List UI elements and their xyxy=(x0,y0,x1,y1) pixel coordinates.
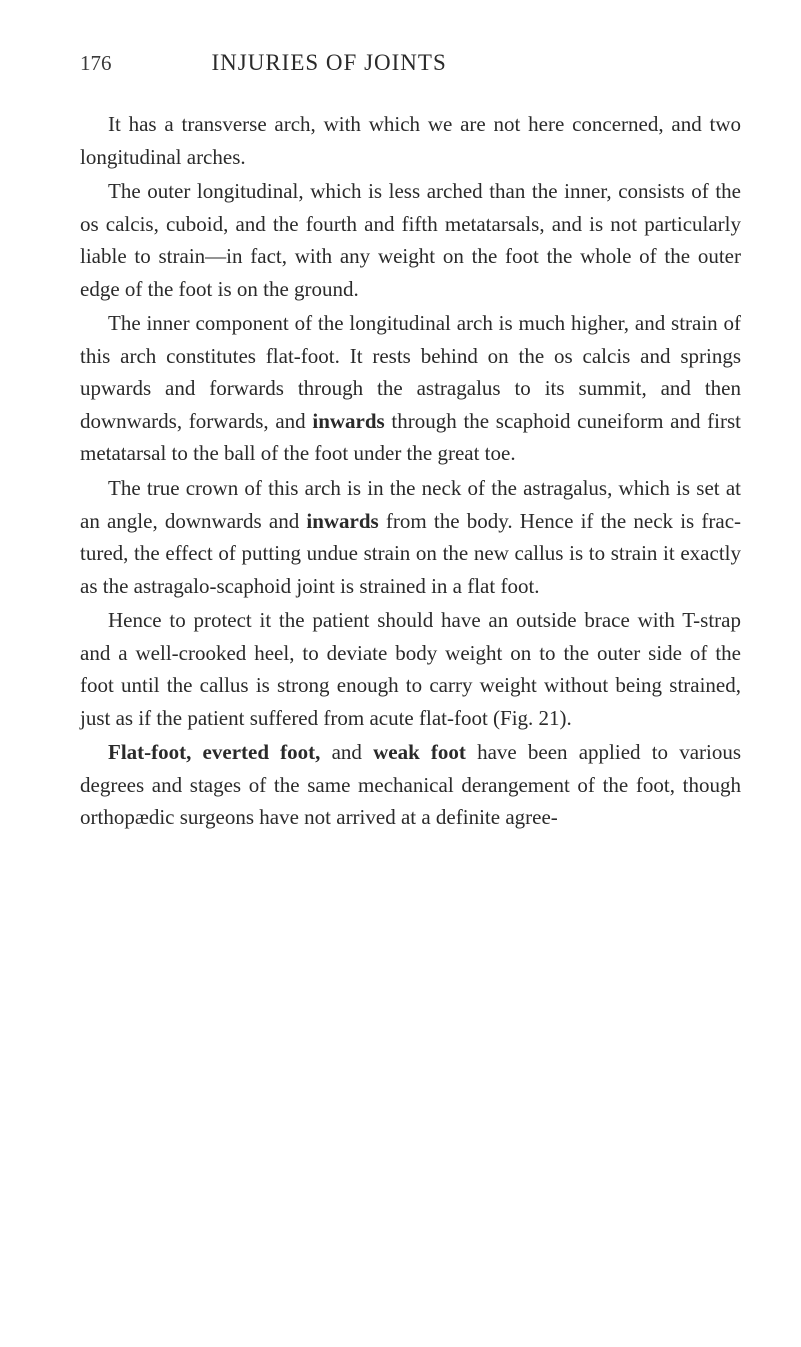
page-header: 176 INJURIES OF JOINTS xyxy=(80,50,741,76)
paragraph-4: The true crown of this arch is in the ne… xyxy=(80,472,741,602)
page-number: 176 xyxy=(80,51,112,76)
body-text: It has a transverse arch, with which we … xyxy=(80,108,741,834)
p3-bold-inwards: inwards xyxy=(312,409,384,433)
paragraph-5: Hence to protect it the patient should h… xyxy=(80,604,741,734)
p6-bold-weakfoot: weak foot xyxy=(373,740,466,764)
chapter-title: INJURIES OF JOINTS xyxy=(212,50,447,76)
paragraph-2: The outer longitudinal, which is less ar… xyxy=(80,175,741,305)
p6-mid-and: and xyxy=(320,740,373,764)
paragraph-6: Flat-foot, everted foot, and weak foot h… xyxy=(80,736,741,834)
p4-bold-inwards: inwards xyxy=(306,509,378,533)
p6-bold-flatfoot: Flat-foot, everted foot, xyxy=(108,740,320,764)
paragraph-3: The inner component of the longitudinal … xyxy=(80,307,741,470)
paragraph-1: It has a transverse arch, with which we … xyxy=(80,108,741,173)
